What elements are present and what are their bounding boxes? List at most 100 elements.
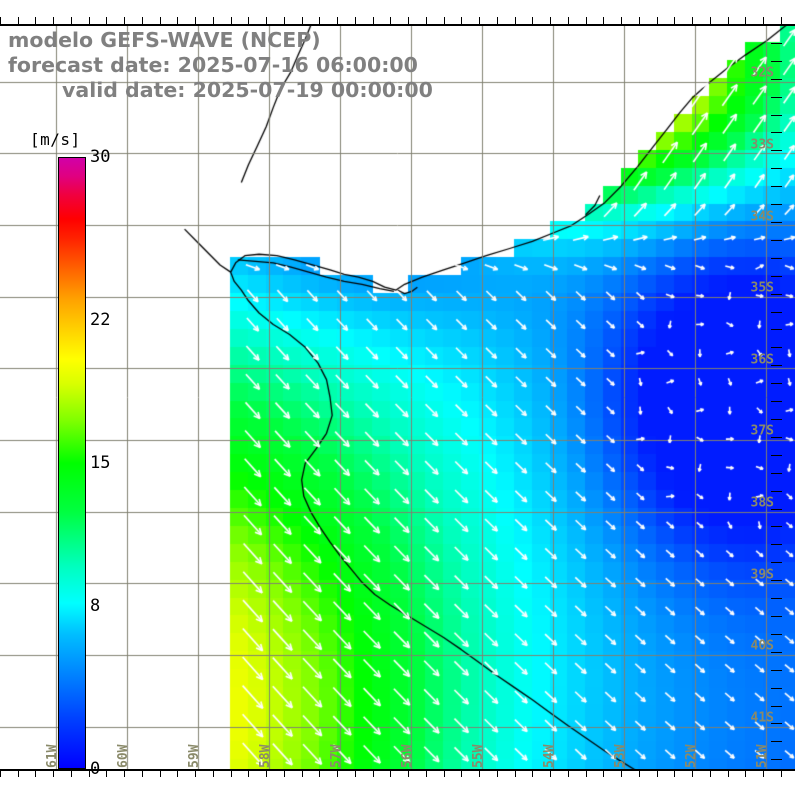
colorbar-unit-label: [m/s]: [30, 130, 81, 149]
axis-tick: [53, 770, 54, 777]
colorbar-tick-22: 22: [90, 310, 111, 331]
axis-tick: [408, 770, 409, 777]
axis-tick: [248, 17, 249, 24]
axis-tick: [550, 17, 551, 24]
axis-tick: [35, 770, 36, 777]
axis-tick: [771, 688, 782, 689]
axis-tick: [266, 17, 267, 24]
axis-tick: [586, 17, 587, 24]
axis-tick: [248, 770, 249, 777]
axis-tick: [390, 770, 391, 777]
axis-tick: [771, 455, 782, 456]
axis-tick: [692, 770, 693, 777]
axis-tick: [771, 706, 782, 707]
axis-tick: [771, 204, 782, 205]
axis-tick: [771, 544, 782, 545]
axis-tick: [160, 17, 161, 24]
axis-tick: [771, 562, 782, 563]
axis-tick: [771, 526, 782, 527]
axis-tick: [586, 770, 587, 777]
axis-tick: [568, 770, 569, 777]
axis-tick: [771, 365, 782, 366]
axis-tick: [657, 17, 658, 24]
colorbar-tick-0: 0: [90, 759, 101, 779]
axis-tick: [89, 770, 90, 777]
axis-tick: [771, 276, 782, 277]
axis-tick: [35, 17, 36, 24]
axis-tick: [515, 770, 516, 777]
colorbar-tick-15: 15: [90, 453, 111, 473]
axis-tick: [771, 598, 782, 599]
axis-tick: [71, 17, 72, 24]
axis-tick: [692, 17, 693, 24]
axis-tick: [373, 17, 374, 24]
axis-tick: [603, 770, 604, 777]
axis-tick: [771, 652, 782, 653]
axis-tick: [106, 770, 107, 777]
axis-tick: [771, 150, 782, 151]
axis-tick: [142, 17, 143, 24]
axis-tick: [771, 312, 782, 313]
axis-tick: [426, 770, 427, 777]
axis-tick: [771, 61, 782, 62]
axis-tick: [142, 770, 143, 777]
axis-tick: [124, 770, 125, 777]
axis-tick: [771, 186, 782, 187]
axis-tick: [18, 770, 19, 777]
axis-tick: [550, 770, 551, 777]
axis-tick: [771, 258, 782, 259]
axis-tick: [373, 770, 374, 777]
axis-tick: [781, 17, 782, 24]
axis-tick: [621, 17, 622, 24]
axis-tick: [621, 770, 622, 777]
axis-tick: [408, 17, 409, 24]
axis-tick: [771, 25, 782, 26]
axis-tick: [390, 17, 391, 24]
axis-tick: [0, 770, 1, 777]
axis-tick: [771, 115, 782, 116]
axis-tick: [195, 17, 196, 24]
axis-tick: [771, 294, 782, 295]
axis-tick: [89, 17, 90, 24]
axis-tick: [763, 770, 764, 777]
axis-tick: [284, 17, 285, 24]
axis-tick: [479, 770, 480, 777]
axis-tick: [771, 419, 782, 420]
axis-frame-top: [0, 24, 795, 26]
axis-tick: [177, 17, 178, 24]
axis-tick: [771, 473, 782, 474]
axis-tick: [71, 770, 72, 777]
axis-tick: [771, 616, 782, 617]
axis-tick: [639, 17, 640, 24]
axis-tick: [532, 770, 533, 777]
axis-tick: [771, 580, 782, 581]
axis-tick: [177, 770, 178, 777]
axis-tick: [745, 770, 746, 777]
axis-tick: [231, 770, 232, 777]
map-plot-area[interactable]: [0, 25, 795, 770]
axis-tick: [771, 329, 782, 330]
axis-tick: [710, 770, 711, 777]
axis-tick: [355, 770, 356, 777]
axis-tick: [284, 770, 285, 777]
axis-tick: [461, 17, 462, 24]
axis-tick: [124, 17, 125, 24]
axis-tick: [53, 17, 54, 24]
axis-ticks-bottom: [0, 770, 795, 784]
axis-tick: [710, 17, 711, 24]
axis-tick: [426, 17, 427, 24]
axis-tick: [0, 17, 1, 24]
axis-tick: [213, 770, 214, 777]
colorbar-tick-8: 8: [90, 595, 101, 616]
axis-frame-bottom: [0, 769, 795, 771]
axis-tick: [497, 17, 498, 24]
axis-tick: [771, 240, 782, 241]
axis-tick: [319, 770, 320, 777]
axis-tick: [771, 634, 782, 635]
axis-tick: [515, 17, 516, 24]
axis-tick: [771, 437, 782, 438]
axis-tick: [771, 509, 782, 510]
axis-ticks-right: [771, 25, 795, 770]
axis-tick: [674, 17, 675, 24]
